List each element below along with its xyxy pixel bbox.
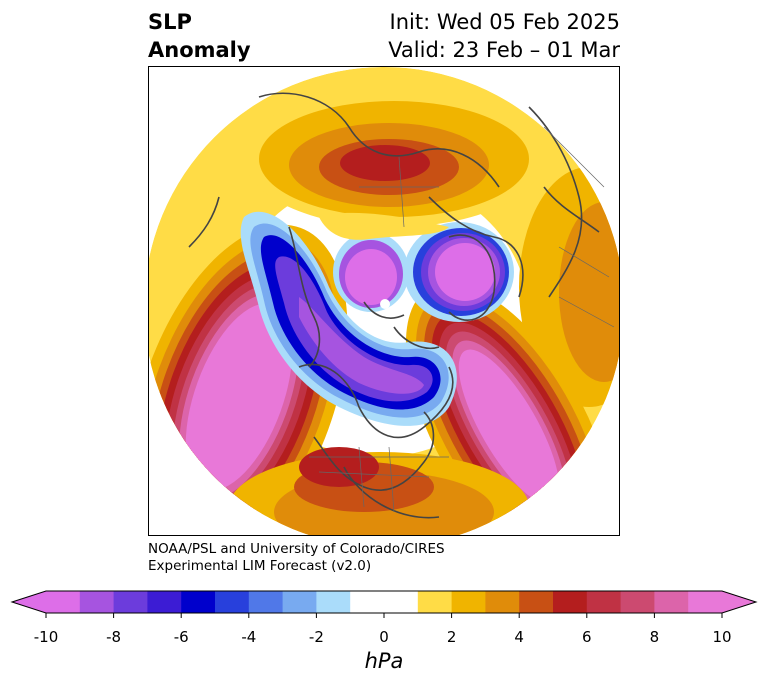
colorbar-segment <box>316 591 351 613</box>
colorbar-segment <box>181 591 216 613</box>
colorbar-tick-label: 0 <box>379 628 389 646</box>
map-canvas <box>149 67 619 535</box>
credit-text: NOAA/PSL and University of Colorado/CIRE… <box>148 541 445 575</box>
colorbar-segment <box>417 591 453 613</box>
colorbar-tick-label: -10 <box>33 628 59 646</box>
north-pole-mask <box>380 299 390 309</box>
colorbar-segment <box>586 591 622 613</box>
colorbar-tick-label: -6 <box>173 628 189 646</box>
colorbar-unit: hPa <box>364 649 404 673</box>
colorbar-segment <box>113 591 148 613</box>
colorbar-segments <box>46 591 723 613</box>
credit-line-1: NOAA/PSL and University of Colorado/CIRE… <box>148 541 445 557</box>
colorbar-segment <box>519 591 554 613</box>
siberia-low <box>404 222 514 322</box>
colorbar-segment <box>147 591 182 613</box>
colorbar-segment <box>350 591 385 613</box>
colorbar-segment <box>79 591 115 613</box>
colorbar-tick-label: -4 <box>241 628 257 646</box>
colorbar-segment <box>451 591 486 613</box>
colorbar-segment <box>248 591 284 613</box>
colorbar-ticks <box>45 613 723 618</box>
colorbar-segment <box>384 591 419 613</box>
colorbar-segment <box>282 591 317 613</box>
colorbar-tick-label: 4 <box>514 628 524 646</box>
valid-date: Valid: 23 Feb – 01 Mar <box>388 38 620 62</box>
colorbar-under-arrow <box>12 591 46 613</box>
map-title: SLP Anomaly <box>148 8 251 64</box>
title-line-1: SLP <box>148 10 192 34</box>
colorbar-segment <box>553 591 588 613</box>
colorbar-tick-label: -8 <box>106 628 122 646</box>
colorbar-tick-label: 2 <box>446 628 457 646</box>
colorbar-over-arrow <box>722 591 756 613</box>
colorbar-tick-label: 8 <box>649 628 660 646</box>
colorbar-segment <box>215 591 250 613</box>
colorbar-segment <box>620 591 655 613</box>
title-line-2: Anomaly <box>148 38 251 62</box>
colorbar-tick-label: -2 <box>308 628 324 646</box>
asia-high <box>519 167 619 407</box>
colorbar-segment <box>688 591 723 613</box>
colorbar-tick-label: 10 <box>712 628 732 646</box>
credit-line-2: Experimental LIM Forecast (v2.0) <box>148 558 372 574</box>
colorbar-segment <box>46 591 81 613</box>
europe-high <box>244 87 544 227</box>
arctic-low <box>333 232 409 312</box>
init-date: Init: Wed 05 Feb 2025 <box>389 10 620 34</box>
colorbar-segment <box>654 591 689 613</box>
forecast-dates: Init: Wed 05 Feb 2025 Valid: 23 Feb – 01… <box>388 8 620 64</box>
colorbar-tick-label: 6 <box>582 628 592 646</box>
slp-anomaly-map <box>148 66 620 536</box>
colorbar <box>10 590 758 618</box>
colorbar-segment <box>485 591 520 613</box>
borders <box>309 126 615 513</box>
arctic-yellow-band <box>319 212 449 240</box>
coastlines <box>188 92 600 519</box>
